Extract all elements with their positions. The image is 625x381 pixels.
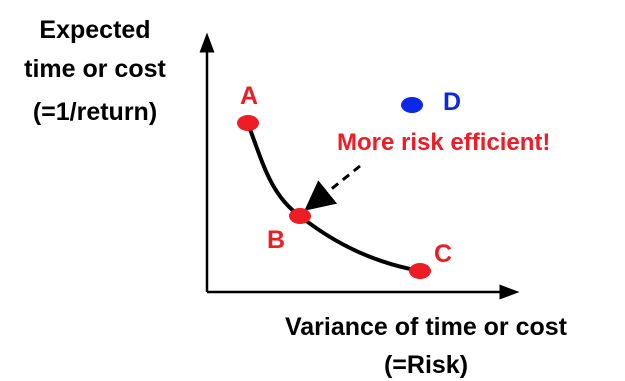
point-c-label: C bbox=[434, 240, 452, 268]
point-b-label: B bbox=[267, 226, 285, 254]
y-axis-label-line1: Expected bbox=[39, 16, 150, 44]
point-d-marker bbox=[401, 97, 423, 113]
y-axis-label-line2: time or cost bbox=[24, 55, 166, 83]
y-axis-label-line3: (=1/return) bbox=[33, 98, 157, 126]
x-axis-label-line2: (=Risk) bbox=[384, 351, 468, 379]
point-a-marker bbox=[237, 115, 259, 131]
risk-efficient-arrow bbox=[304, 164, 361, 211]
point-d-label: D bbox=[443, 88, 461, 116]
x-axis-label-line1: Variance of time or cost bbox=[285, 313, 568, 341]
point-b-marker bbox=[289, 208, 311, 224]
point-a-label: A bbox=[240, 82, 258, 110]
point-c-marker bbox=[409, 263, 431, 279]
risk-efficient-annotation: More risk efficient! bbox=[337, 129, 550, 156]
